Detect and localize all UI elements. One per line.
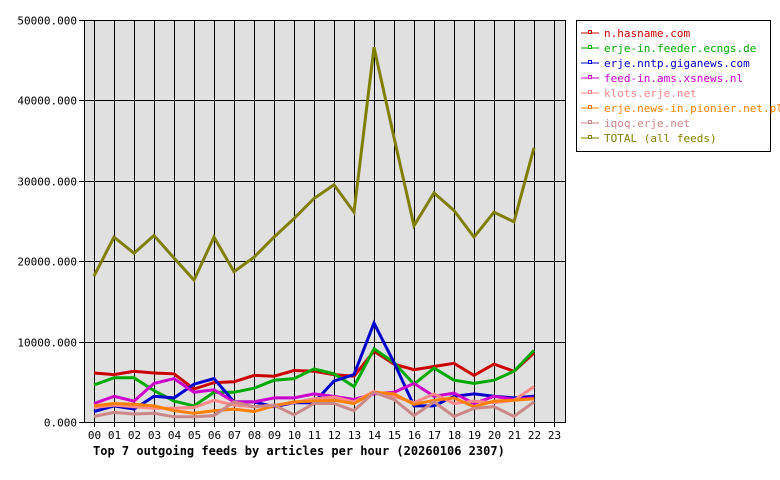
x-tick-label: 01 bbox=[108, 429, 121, 442]
x-tick-label: 16 bbox=[408, 429, 421, 442]
x-tick-label: 08 bbox=[248, 429, 261, 442]
legend-marker-icon bbox=[588, 45, 592, 49]
series-line-total-all-feeds- bbox=[92, 46, 536, 283]
legend-item: iqoq.erje.net bbox=[581, 117, 690, 130]
x-tick-label: 12 bbox=[328, 429, 341, 442]
plot-area bbox=[84, 20, 566, 422]
x-tick-label: 07 bbox=[228, 429, 241, 442]
legend-label: klots.erje.net bbox=[604, 87, 697, 100]
series-line-erje-news-in-pionier-net-pl bbox=[93, 390, 535, 415]
x-tick-label: 00 bbox=[88, 429, 101, 442]
plot-border bbox=[84, 20, 566, 423]
legend-label: erje.nntp.giganews.com bbox=[604, 57, 750, 70]
legend-item: feed-in.ams.xsnews.nl bbox=[581, 72, 743, 85]
x-tick-label: 18 bbox=[448, 429, 461, 442]
x-tick-label: 22 bbox=[528, 429, 541, 442]
series-lines bbox=[92, 46, 536, 419]
legend-label: n.hasname.com bbox=[604, 27, 690, 40]
x-tick-label: 20 bbox=[488, 429, 501, 442]
series-line-iqoq-erje-net bbox=[93, 390, 535, 419]
series-line-n-hasname-com bbox=[93, 349, 536, 391]
legend-marker-icon bbox=[588, 120, 592, 124]
legend-marker-icon bbox=[588, 30, 592, 34]
x-tick-label: 10 bbox=[288, 429, 301, 442]
x-tick-label: 11 bbox=[308, 429, 321, 442]
legend-box bbox=[576, 20, 771, 152]
legend-label: erje-in.feeder.ecngs.de bbox=[604, 42, 756, 55]
legend-label: iqoq.erje.net bbox=[604, 117, 690, 130]
y-tick-label: 0.000 bbox=[44, 417, 77, 430]
legend-label: feed-in.ams.xsnews.nl bbox=[604, 72, 743, 85]
x-tick-label: 15 bbox=[388, 429, 401, 442]
series-line-feed-in-ams-xsnews-nl bbox=[93, 376, 535, 406]
x-tick-label: 14 bbox=[368, 429, 382, 442]
y-tick-label: 20000.000 bbox=[17, 256, 77, 269]
legend-item: TOTAL (all feeds) bbox=[581, 132, 717, 145]
legend-marker-icon bbox=[588, 60, 592, 64]
y-tick-label: 40000.000 bbox=[17, 95, 77, 108]
x-tick-label: 17 bbox=[428, 429, 441, 442]
legend-label: TOTAL (all feeds) bbox=[604, 132, 717, 145]
x-axis: 00 01 02 03 04 05 06 07 08 09 10 11 12 13 14 15 16 17 18 19… bbox=[88, 422, 561, 442]
y-tick-label: 50000.000 bbox=[17, 15, 77, 28]
legend: n.hasname.com erje-in.feeder.ecngs.de erje… bbox=[576, 20, 780, 152]
x-tick-label: 21 bbox=[508, 429, 521, 442]
x-tick-label: 02 bbox=[128, 429, 141, 442]
x-tick-label: 13 bbox=[348, 429, 361, 442]
legend-item: erje.nntp.giganews.com bbox=[581, 57, 750, 70]
legend-item: erje-in.feeder.ecngs.de bbox=[581, 42, 756, 55]
x-tick-label: 04 bbox=[168, 429, 182, 442]
legend-marker-icon bbox=[588, 90, 592, 94]
x-tick-label: 05 bbox=[188, 429, 201, 442]
y-tick-label: 30000.000 bbox=[17, 176, 77, 189]
x-tick-label: 23 bbox=[548, 429, 561, 442]
x-tick-label: 06 bbox=[208, 429, 221, 442]
legend-marker-icon bbox=[588, 75, 592, 79]
x-tick-label: 09 bbox=[268, 429, 281, 442]
x-tick-label: 19 bbox=[468, 429, 481, 442]
legend-label: erje.news-in.pionier.net.pl bbox=[604, 102, 780, 115]
chart-title: Top 7 outgoing feeds by articles per hou… bbox=[93, 444, 505, 458]
legend-item: klots.erje.net bbox=[581, 87, 697, 100]
y-axis: 0.000 10000.000 20000.000 30000.000 40000.00… bbox=[17, 15, 84, 430]
legend-marker-icon bbox=[588, 135, 592, 139]
legend-item: n.hasname.com bbox=[581, 27, 690, 40]
y-tick-label: 10000.000 bbox=[17, 337, 77, 350]
legend-item: erje.news-in.pionier.net.pl bbox=[581, 102, 780, 115]
x-tick-label: 03 bbox=[148, 429, 161, 442]
legend-marker-icon bbox=[588, 105, 592, 109]
